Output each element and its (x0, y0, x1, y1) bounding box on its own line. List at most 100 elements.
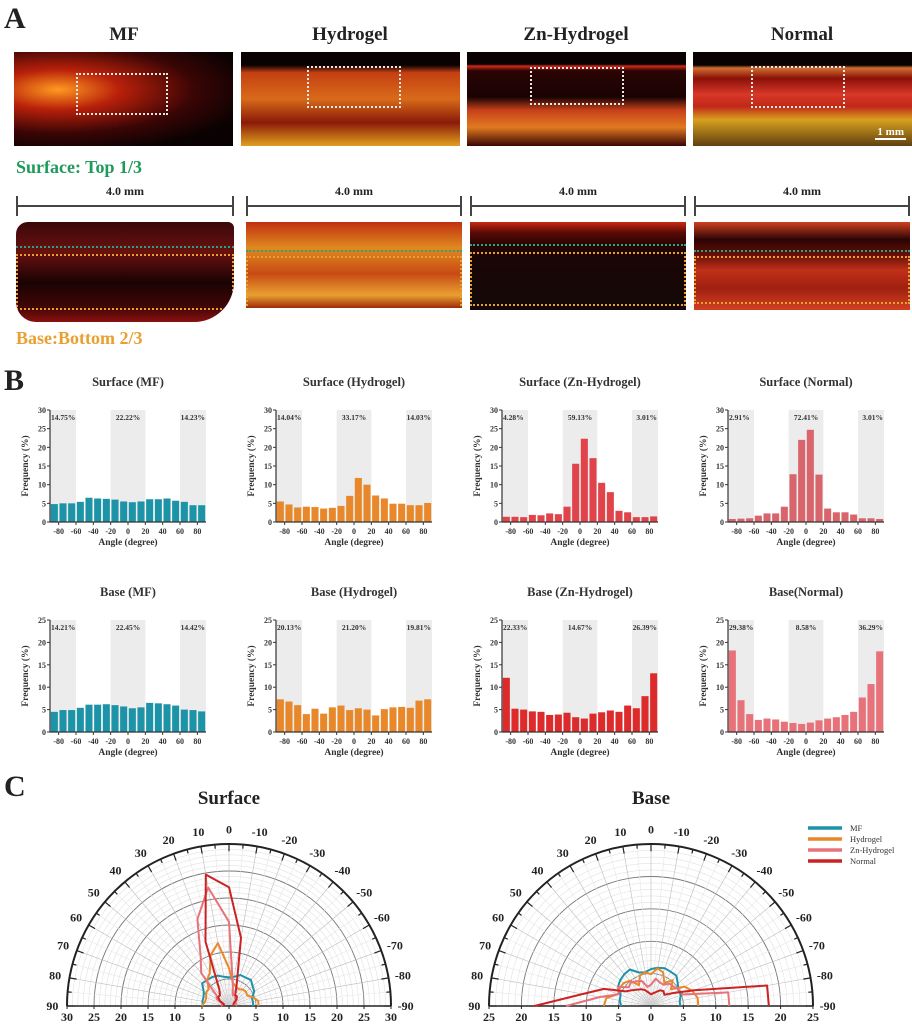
x-axis-label: Angle (degree) (550, 747, 609, 758)
angle-label: 30 (135, 846, 147, 860)
y-tick-label: 0 (720, 518, 724, 527)
histogram-bar (111, 499, 119, 522)
x-tick-label: 80 (419, 527, 427, 536)
angle-label: -40 (757, 864, 773, 878)
series-line-zn-hydrogel (565, 977, 731, 1007)
histogram-bar (380, 709, 388, 732)
spoke (622, 846, 652, 1007)
histogram-bar (528, 711, 536, 732)
y-axis-label: Frequency (%) (20, 645, 31, 706)
angle-tick (358, 912, 363, 916)
y-axis-label: Frequency (%) (20, 435, 31, 496)
radial-tick-label: 5 (616, 1010, 622, 1024)
histogram-bar (841, 512, 849, 522)
column-title-normal: Normal (770, 24, 834, 45)
histogram-bar (294, 507, 302, 522)
x-tick-label: 80 (871, 737, 879, 746)
x-tick-label: 20 (593, 737, 601, 746)
angle-tick (803, 963, 808, 966)
region-percentage: 2.91% (729, 413, 750, 422)
angle-tick (536, 891, 540, 895)
angle-label: 70 (479, 939, 491, 953)
y-tick-label: 10 (264, 683, 272, 692)
histogram-bar (76, 501, 84, 522)
surface-boundary (470, 244, 686, 246)
x-axis-label: Angle (degree) (776, 747, 835, 758)
radial-tick-label: 5 (680, 1010, 686, 1024)
angle-label: 30 (557, 846, 569, 860)
x-tick-label: -80 (731, 527, 742, 536)
y-tick-label: 20 (490, 638, 498, 647)
histogram-bar (111, 705, 119, 732)
angle-tick (796, 950, 804, 954)
angle-tick (72, 963, 77, 966)
histogram-bar (346, 710, 354, 732)
polar-title: Surface (198, 788, 260, 809)
shaded-region (788, 620, 824, 732)
y-tick-label: 25 (490, 616, 498, 625)
y-axis-label: Frequency (%) (246, 435, 257, 496)
y-tick-label: 0 (268, 518, 272, 527)
angle-tick (281, 853, 285, 861)
tissue-image-hydrogel-bottom (246, 222, 462, 308)
histogram-grid: Surface (MF) 14.75% 22.22% 14.23% 0 5 10 15 20 25… (20, 375, 884, 758)
angle-label: 90 (46, 999, 58, 1013)
histogram-bar (572, 717, 580, 732)
y-tick-label: 5 (494, 706, 498, 715)
region-percentage: 8.58% (796, 623, 817, 632)
histogram-bar (354, 708, 362, 732)
angle-tick (557, 872, 561, 877)
x-tick-label: 0 (578, 737, 582, 746)
spoke (228, 881, 334, 1007)
spoke (491, 977, 652, 1007)
x-tick-label: -80 (505, 737, 516, 746)
histogram-bar (615, 510, 623, 522)
x-tick-label: 60 (402, 527, 410, 536)
spoke (147, 865, 230, 1007)
spoke (650, 912, 784, 1007)
x-tick-label: 60 (176, 527, 184, 536)
x-tick-label: 40 (159, 737, 167, 746)
histogram-bar (641, 696, 649, 732)
x-tick-label: 20 (141, 737, 149, 746)
y-tick-label: 0 (720, 728, 724, 737)
histogram-bar (128, 708, 136, 732)
radial-tick-label: 20 (515, 1010, 527, 1024)
histogram-bar (580, 438, 588, 522)
radial-tick-label: 20 (115, 1010, 127, 1024)
angle-label: -70 (387, 939, 403, 953)
angle-label: 20 (163, 833, 175, 847)
x-tick-label: -60 (71, 737, 82, 746)
y-tick-label: 5 (42, 499, 46, 508)
panel-b-label: B (4, 364, 25, 397)
histogram-bar (276, 501, 284, 522)
spoke (228, 912, 362, 1007)
histogram-bar (598, 482, 606, 522)
spoke (504, 937, 652, 1007)
radial-tick-label: 0 (226, 1010, 232, 1024)
spoke (135, 873, 230, 1007)
x-tick-label: -20 (331, 737, 342, 746)
spoke (494, 963, 652, 1007)
histogram-bar (337, 505, 345, 522)
angle-label: -10 (674, 825, 690, 839)
histogram-bar (832, 512, 840, 522)
histogram-surface-mf-: Surface (MF) 14.75% 22.22% 14.23% 0 5 10 15 20 25… (20, 375, 206, 548)
histogram-bar (528, 514, 536, 522)
histogram-bar (59, 710, 67, 732)
chart-title: Surface (Zn-Hydrogel) (519, 375, 641, 389)
base-region-box (470, 252, 686, 306)
tissue-image-zn-hydrogel-bottom (470, 222, 686, 310)
histogram-bar (546, 714, 554, 732)
x-axis-label: Angle (degree) (776, 537, 835, 548)
series-line-normal (534, 984, 770, 1007)
region-percentage: 14.42% (181, 623, 205, 632)
histogram-bar (276, 699, 284, 732)
histogram-bar (754, 515, 762, 522)
histogram-bar (728, 650, 736, 732)
histogram-bar (598, 712, 606, 732)
region-percentage: 14.75% (51, 413, 75, 422)
histogram-bar (128, 502, 136, 522)
